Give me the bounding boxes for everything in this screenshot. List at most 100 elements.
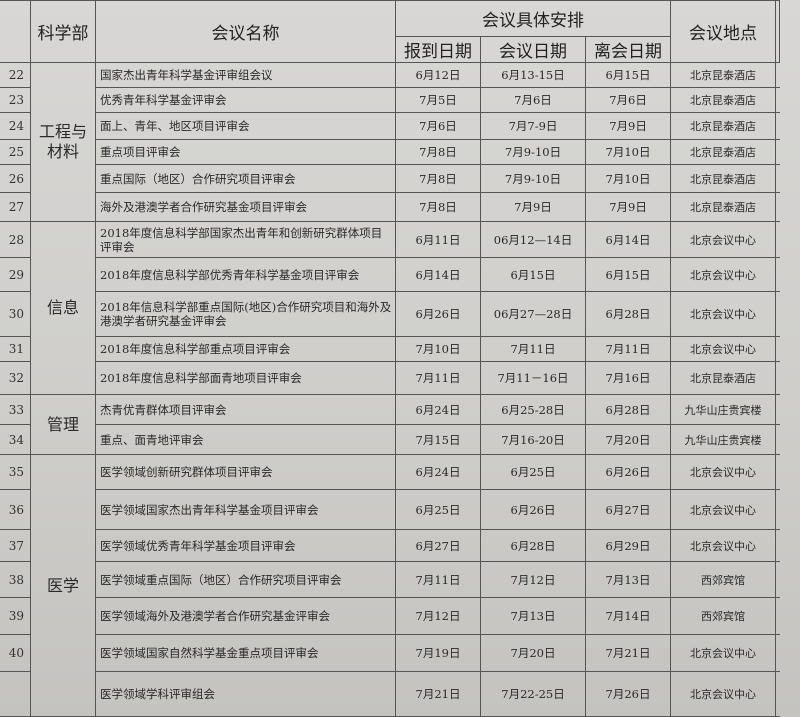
meeting-location: 北京昆泰酒店 xyxy=(670,164,777,193)
meeting-date: 7月6日 xyxy=(480,87,586,113)
edge-cell xyxy=(775,394,780,425)
register-date: 6月12日 xyxy=(395,62,481,88)
edge-cell xyxy=(775,336,780,362)
leave-date: 6月26日 xyxy=(584,454,672,490)
meeting-name: 医学领域国家自然科学基金重点项目评审会 xyxy=(95,634,396,672)
table-row: 23 优秀青年科学基金评审会 7月5日 7月6日 7月6日 北京昆泰酒店 xyxy=(0,87,780,113)
edge-cell xyxy=(775,634,780,672)
row-number: 24 xyxy=(0,112,31,140)
meeting-date: 06月27—28日 xyxy=(480,291,586,337)
meeting-location: 北京会议中心 xyxy=(670,257,777,292)
table-row: 32 2018年度信息科学部面青地项目评审会 7月11日 7月11－16日 7月16日北… xyxy=(0,361,780,395)
row-number: 32 xyxy=(0,361,31,395)
name-header: 会议名称 xyxy=(95,0,396,63)
register-date: 7月12日 xyxy=(395,597,481,635)
meeting-date-header: 会议日期 xyxy=(480,36,586,63)
meeting-date: 7月7-9日 xyxy=(480,112,586,140)
meeting-location: 北京会议中心 xyxy=(670,671,777,717)
leave-date: 7月10日 xyxy=(584,139,672,165)
meeting-name: 2018年度信息科学部面青地项目评审会 xyxy=(95,361,396,395)
leave-date: 7月11日 xyxy=(584,336,672,362)
meeting-date: 7月16-20日 xyxy=(480,424,586,455)
meeting-date: 7月13日 xyxy=(480,597,586,635)
meeting-date: 7月9日 xyxy=(480,192,586,222)
leave-date-header: 离会日期 xyxy=(584,36,672,63)
register-date-header: 报到日期 xyxy=(395,36,481,63)
meeting-name: 医学领域学科评审组会 xyxy=(95,671,396,717)
meeting-name: 优秀青年科学基金评审会 xyxy=(95,87,396,113)
meeting-location: 北京昆泰酒店 xyxy=(670,62,777,88)
table-row: 26 重点国际（地区）合作研究项目评审会 7月8日 7月9-10日 7月10日 北京昆泰酒… xyxy=(0,164,780,193)
leave-date: 6月29日 xyxy=(584,529,672,562)
table-row: 29 2018年度信息科学部优秀青年科学基金项目评审会 6月14日 6月15日 6月15… xyxy=(0,257,780,292)
leave-date: 7月26日 xyxy=(584,671,672,717)
table-row: 40 医学领域国家自然科学基金重点项目评审会 7月19日 7月20日 7月21日 北京会议… xyxy=(0,634,780,672)
row-number: 29 xyxy=(0,257,31,292)
meeting-date: 06月12—14日 xyxy=(480,221,586,258)
row-number: 36 xyxy=(0,489,31,530)
meeting-date: 7月11日 xyxy=(480,336,586,362)
register-date: 7月11日 xyxy=(395,361,481,395)
edge-cell xyxy=(775,192,780,222)
meeting-location: 北京会议中心 xyxy=(670,454,777,490)
meeting-location: 北京昆泰酒店 xyxy=(670,87,777,113)
leave-date: 6月27日 xyxy=(584,489,672,530)
meeting-name: 医学领域创新研究群体项目评审会 xyxy=(95,454,396,490)
row-number-header xyxy=(0,0,31,63)
table-row: 35 医学 医学领域创新研究群体项目评审会 6月24日 6月25日 6月26日 北京会议中心 xyxy=(0,454,780,717)
table-row: 38 医学领域重点国际（地区）合作研究项目评审会 7月11日 7月12日 7月13日 西郊… xyxy=(0,561,780,598)
row-number: 23 xyxy=(0,87,31,113)
row-number: 38 xyxy=(0,561,31,598)
table-row: 25 重点项目评审会 7月8日 7月9-10日 7月10日 北京昆泰酒店 xyxy=(0,139,780,165)
edge-cell xyxy=(775,489,780,530)
row-number: 35 xyxy=(0,454,31,490)
register-date: 7月15日 xyxy=(395,424,481,455)
register-date: 7月21日 xyxy=(395,671,481,717)
row-number: 37 xyxy=(0,529,31,562)
row-number xyxy=(0,671,31,717)
table-row: 24 面上、青年、地区项目评审会 7月6日 7月7-9日 7月9日 北京昆泰酒店 xyxy=(0,112,780,140)
leave-date: 7月6日 xyxy=(584,87,672,113)
meeting-location: 北京会议中心 xyxy=(670,336,777,362)
meeting-date: 6月26日 xyxy=(480,489,586,530)
meeting-date: 7月22-25日 xyxy=(480,671,586,717)
meeting-name: 重点、面青地评审会 xyxy=(95,424,396,455)
row-number: 30 xyxy=(0,291,31,337)
meeting-name: 国家杰出青年科学基金评审组会议 xyxy=(95,62,396,88)
leave-date: 7月21日 xyxy=(584,634,672,672)
leave-date: 7月9日 xyxy=(584,112,672,140)
row-number: 28 xyxy=(0,221,31,258)
register-date: 6月25日 xyxy=(395,489,481,530)
leave-date: 7月13日 xyxy=(584,561,672,598)
register-date: 6月27日 xyxy=(395,529,481,562)
edge-cell xyxy=(775,454,780,490)
leave-date: 6月15日 xyxy=(584,257,672,292)
table-row: 39 医学领域海外及港澳学者合作研究基金评审会 7月12日 7月13日 7月14日 西郊宾… xyxy=(0,597,780,635)
table-row: 22 工程与材料 国家杰出青年科学基金评审组会议 6月12日 6月13-15日 6月15日… xyxy=(0,62,780,222)
register-date: 6月24日 xyxy=(395,394,481,425)
edge-cell xyxy=(775,221,780,258)
meeting-date: 7月9-10日 xyxy=(480,164,586,193)
row-number: 33 xyxy=(0,394,31,425)
table-row: 31 2018年度信息科学部重点项目评审会 7月10日 7月11日 7月11日 北京会议中… xyxy=(0,336,780,362)
dept-cell: 医学 xyxy=(30,454,96,717)
table-row: 医学领域学科评审组会 7月21日 7月22-25日 7月26日 北京会议中心 xyxy=(0,671,780,717)
edge-cell xyxy=(775,671,780,717)
meeting-schedule-table: 科学部 会议名称 会议具体安排 会议地点 报到日期 会议日期 离会日期 22 工程… xyxy=(0,0,781,717)
row-number: 40 xyxy=(0,634,31,672)
register-date: 6月14日 xyxy=(395,257,481,292)
meeting-date: 6月28日 xyxy=(480,529,586,562)
meeting-name: 2018年度信息科学部国家杰出青年和创新研究群体项目评审会 xyxy=(95,221,396,258)
meeting-date: 7月20日 xyxy=(480,634,586,672)
dept-header: 科学部 xyxy=(30,0,96,63)
register-date: 6月24日 xyxy=(395,454,481,490)
meeting-date: 7月9-10日 xyxy=(480,139,586,165)
meeting-name: 重点项目评审会 xyxy=(95,139,396,165)
register-date: 7月10日 xyxy=(395,336,481,362)
edge-cell xyxy=(775,291,780,337)
edge-cell xyxy=(775,87,780,113)
register-date: 7月8日 xyxy=(395,192,481,222)
edge-cell xyxy=(775,597,780,635)
meeting-date: 6月25日 xyxy=(480,454,586,490)
